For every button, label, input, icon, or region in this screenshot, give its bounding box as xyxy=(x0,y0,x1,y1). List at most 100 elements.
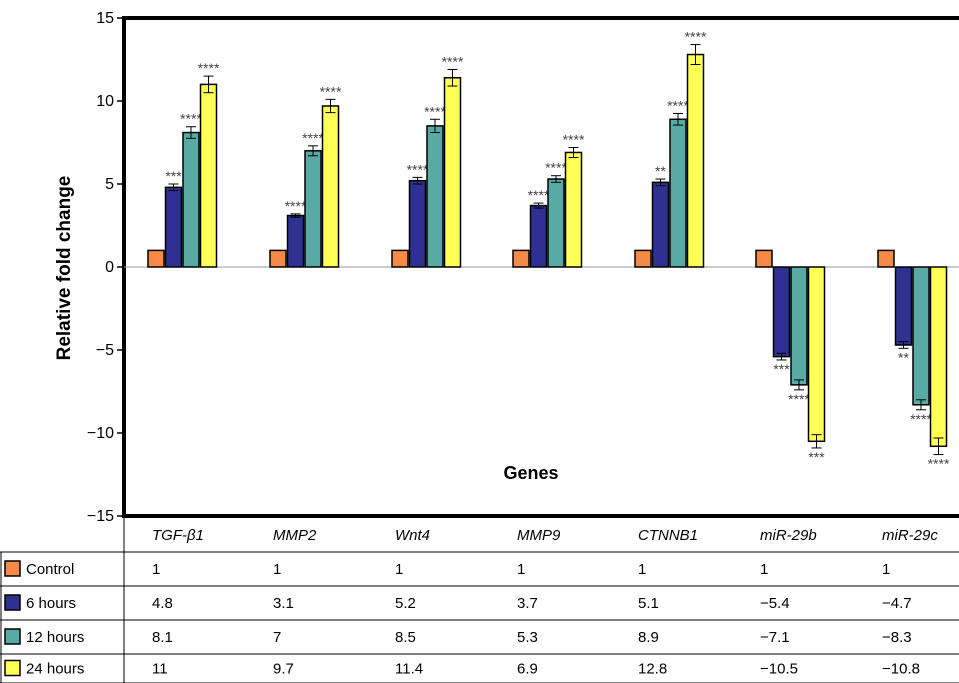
significance-label: **** xyxy=(424,103,446,119)
bar xyxy=(147,249,165,268)
table-cell: 5.2 xyxy=(395,595,416,612)
table-cell: 3.7 xyxy=(517,595,538,612)
significance-label: **** xyxy=(563,131,585,147)
table-cell: 11.4 xyxy=(395,661,423,678)
significance-label: **** xyxy=(442,53,464,69)
table-cell: −5.4 xyxy=(760,595,790,612)
table-cell: 1 xyxy=(638,561,646,578)
significance-label: ** xyxy=(655,163,666,179)
y-tick-label: 15 xyxy=(96,10,114,27)
bar xyxy=(321,105,340,268)
significance-label: **** xyxy=(407,161,429,177)
y-tick-label: −10 xyxy=(87,425,114,442)
bar xyxy=(304,150,322,268)
bar xyxy=(755,249,773,268)
table-cell: 1 xyxy=(517,561,525,578)
table-cell: 9.7 xyxy=(273,661,294,678)
significance-label: **** xyxy=(180,111,202,127)
table-cell: 4.8 xyxy=(152,595,173,612)
significance-label: **** xyxy=(285,198,307,214)
y-axis-title: Relative fold change xyxy=(54,176,75,361)
bar xyxy=(929,266,948,448)
table-header-gene: MMP2 xyxy=(273,527,317,544)
significance-label: **** xyxy=(685,29,707,45)
bar xyxy=(164,186,183,268)
table-cell: −10.5 xyxy=(760,661,798,678)
significance-label: *** xyxy=(165,168,182,184)
table-cell: 1 xyxy=(760,561,768,578)
significance-label: *** xyxy=(773,361,790,377)
table-cell: −7.1 xyxy=(760,629,790,646)
significance-label: **** xyxy=(545,160,567,176)
bar xyxy=(790,266,808,386)
bar xyxy=(772,266,791,358)
table-cell: 5.3 xyxy=(517,629,538,646)
bar xyxy=(199,83,218,268)
bar xyxy=(286,214,305,268)
legend-swatch xyxy=(4,594,21,611)
bar xyxy=(269,249,287,268)
y-tick-label: −5 xyxy=(96,342,114,359)
bar xyxy=(391,249,409,268)
table-header-gene: Wnt4 xyxy=(395,527,430,544)
bar xyxy=(443,77,462,268)
table-cell: −8.3 xyxy=(882,629,912,646)
significance-label: **** xyxy=(667,97,689,113)
legend-swatch xyxy=(4,659,21,677)
table-cell: 12.8 xyxy=(638,661,667,678)
bar xyxy=(408,179,427,268)
significance-label: **** xyxy=(198,60,220,76)
y-tick-label: 10 xyxy=(96,93,114,110)
legend-label: 12 hours xyxy=(26,629,84,646)
table-cell: 1 xyxy=(152,561,160,578)
table-cell: 8.1 xyxy=(152,629,173,646)
bar xyxy=(547,178,565,268)
bar xyxy=(912,266,930,406)
table-header-gene: MMP9 xyxy=(517,527,561,544)
table-cell: 1 xyxy=(273,561,281,578)
table-cell: 8.9 xyxy=(638,629,659,646)
table-cell: 7 xyxy=(273,629,281,646)
significance-label: **** xyxy=(788,391,810,407)
bar xyxy=(651,181,670,268)
table-cell: −10.8 xyxy=(882,661,920,678)
bar xyxy=(182,131,200,268)
table-cell: −4.7 xyxy=(882,595,912,612)
significance-label: ** xyxy=(898,349,909,365)
legend-label: 24 hours xyxy=(26,661,84,678)
bar xyxy=(807,266,826,443)
table-header-gene: TGF-β1 xyxy=(152,527,204,544)
table-cell: 1 xyxy=(882,561,890,578)
table-cell: 3.1 xyxy=(273,595,294,612)
table-header-gene: miR-29b xyxy=(760,527,817,544)
legend-label: 6 hours xyxy=(26,595,76,612)
significance-label: *** xyxy=(808,449,825,465)
table-header-gene: CTNNB1 xyxy=(638,527,698,544)
bar xyxy=(426,125,444,268)
bar xyxy=(564,151,583,268)
significance-label: **** xyxy=(910,411,932,427)
significance-label: **** xyxy=(320,83,342,99)
y-tick-label: 5 xyxy=(105,176,114,193)
legend-swatch xyxy=(4,560,21,577)
significance-label: **** xyxy=(302,130,324,146)
table-cell: 11 xyxy=(152,661,168,678)
bar xyxy=(877,249,895,268)
bar xyxy=(529,204,548,268)
x-axis-title: Genes xyxy=(503,463,558,483)
legend-label: Control xyxy=(26,561,74,578)
bar xyxy=(894,266,913,346)
y-tick-label: 0 xyxy=(105,259,114,276)
table-cell: 5.1 xyxy=(638,595,659,612)
legend-swatch xyxy=(4,628,21,645)
table-cell: 8.5 xyxy=(395,629,416,646)
bar xyxy=(686,53,705,268)
table-header-gene: miR-29c xyxy=(882,527,938,544)
significance-label: **** xyxy=(928,456,950,472)
y-tick-label: −15 xyxy=(87,508,114,525)
significance-label: **** xyxy=(528,187,550,203)
bar xyxy=(634,249,652,268)
bar xyxy=(512,249,530,268)
table-cell: 1 xyxy=(395,561,403,578)
